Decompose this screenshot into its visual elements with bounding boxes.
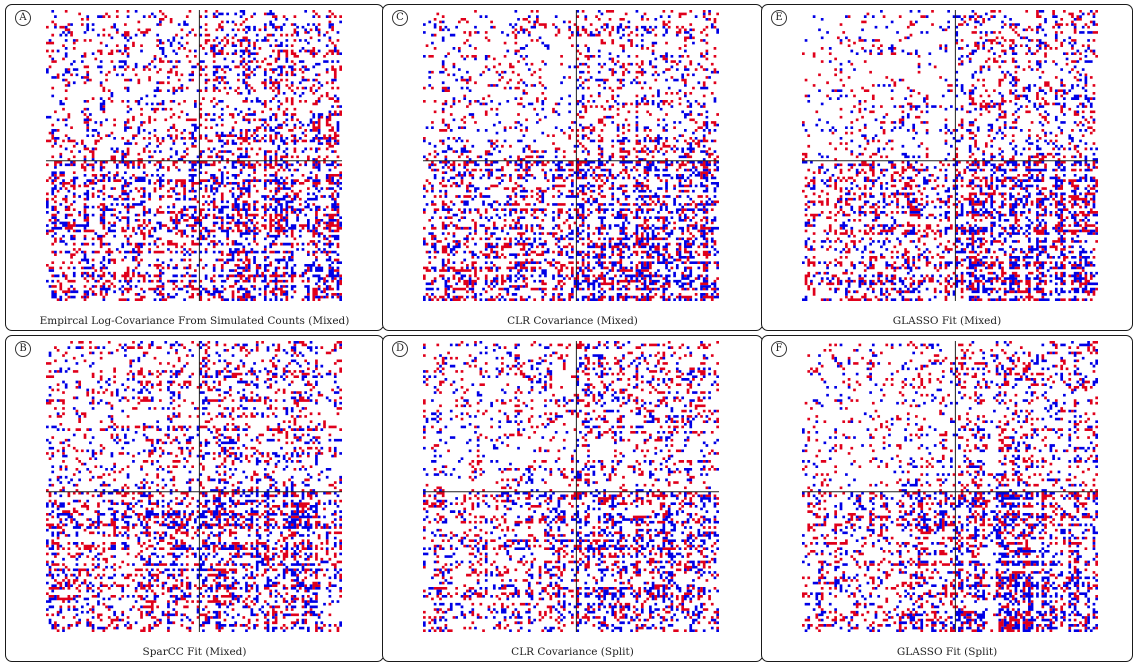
negative-cells [423, 10, 719, 301]
panel-d: D CLR Covariance (Split) [382, 335, 763, 662]
heatmap-f [802, 341, 1098, 632]
positive-cells [423, 341, 719, 632]
positive-cells [46, 341, 342, 632]
heatmap-d [423, 341, 719, 632]
panel-f: F GLASSO Fit (Split) [761, 335, 1133, 662]
panel-label-a: A [15, 10, 31, 26]
heatmap-b [46, 341, 342, 632]
panel-a: A Empircal Log-Covariance From Simulated… [5, 4, 384, 331]
negative-cells [802, 10, 1098, 301]
heatmap-a [46, 10, 342, 301]
positive-cells [423, 10, 719, 301]
heatmap-e [802, 10, 1098, 301]
heatmap-c [423, 10, 719, 301]
panel-title-e: GLASSO Fit (Mixed) [892, 315, 1002, 327]
panel-label-d: D [392, 341, 408, 357]
panel-c: C CLR Covariance (Mixed) [382, 4, 763, 331]
panel-title-b: SparCC Fit (Mixed) [142, 646, 247, 658]
panel-label-c: C [392, 10, 408, 26]
panel-title-f: GLASSO Fit (Split) [896, 646, 998, 658]
panel-b: B SparCC Fit (Mixed) [5, 335, 384, 662]
panel-title-c: CLR Covariance (Mixed) [507, 315, 638, 327]
panel-title-d: CLR Covariance (Split) [511, 646, 634, 658]
panel-label-b: B [15, 341, 31, 357]
positive-cells [46, 10, 342, 301]
panel-label-f: F [771, 341, 787, 357]
panel-e: E GLASSO Fit (Mixed) [761, 4, 1133, 331]
panel-title-a: Empircal Log-Covariance From Simulated C… [39, 315, 350, 327]
panel-label-e: E [771, 10, 787, 26]
